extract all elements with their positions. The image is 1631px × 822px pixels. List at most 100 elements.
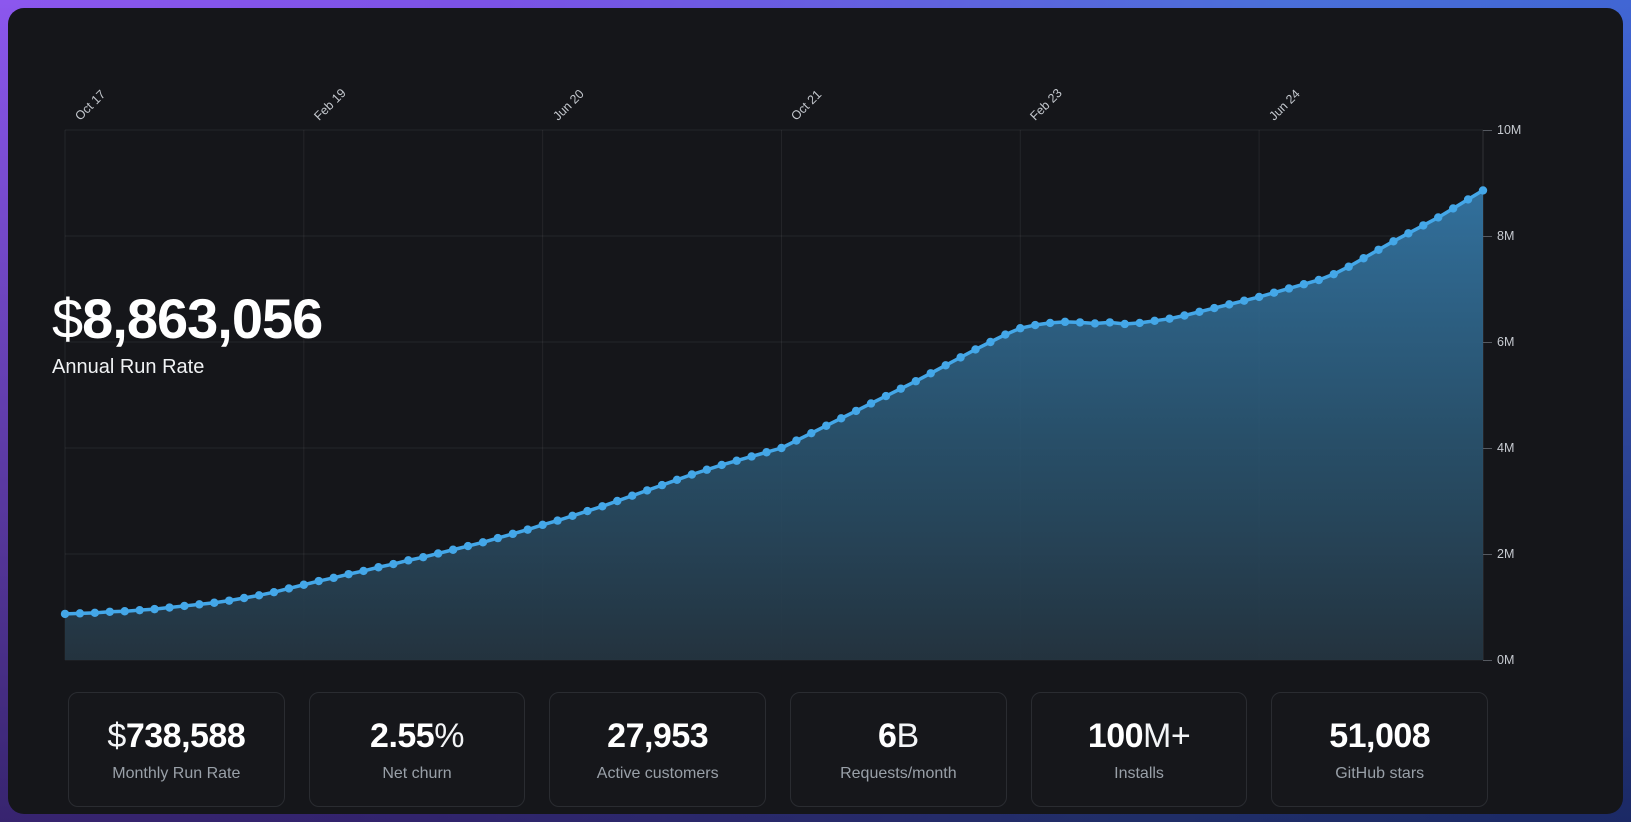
data-point-marker[interactable] [60,609,70,619]
data-point-marker[interactable] [1314,275,1324,285]
data-point-marker[interactable] [269,587,279,597]
data-point-marker[interactable] [1031,320,1040,330]
data-point-marker[interactable] [1299,280,1309,289]
data-point-marker[interactable] [956,353,965,362]
data-point-marker[interactable] [687,470,697,479]
data-point-marker[interactable] [314,576,323,586]
data-point-marker[interactable] [836,414,846,423]
data-point-marker[interactable] [523,525,532,534]
data-point-marker[interactable] [717,460,726,470]
data-point-marker[interactable] [254,591,264,600]
data-point-marker[interactable] [851,406,861,416]
data-point-marker[interactable] [1105,318,1115,327]
data-point-marker[interactable] [1374,245,1383,254]
data-point-marker[interactable] [941,361,950,370]
data-point-marker[interactable] [1165,314,1174,323]
data-point-marker[interactable] [732,456,741,465]
data-point-marker[interactable] [1001,330,1010,339]
data-point-marker[interactable] [598,502,607,511]
data-point-marker[interactable] [165,603,174,612]
data-point-marker[interactable] [135,605,144,615]
data-point-marker[interactable] [224,596,234,605]
data-point-marker[interactable] [1239,296,1249,305]
data-point-marker[interactable] [553,516,562,525]
data-point-marker[interactable] [1389,237,1398,246]
data-point-marker[interactable] [1463,195,1473,204]
data-point-marker[interactable] [448,545,458,554]
data-point-marker[interactable] [747,452,756,461]
data-point-marker[interactable] [105,607,114,616]
data-point-marker[interactable] [1284,284,1294,293]
data-point-marker[interactable] [866,399,876,408]
data-point-marker[interactable] [508,529,517,539]
data-point-marker[interactable] [881,391,891,401]
data-point-marker[interactable] [911,377,920,386]
data-point-marker[interactable] [1434,213,1443,222]
data-point-marker[interactable] [493,533,503,543]
data-point-marker[interactable] [1329,269,1338,279]
data-point-marker[interactable] [1478,186,1488,195]
data-point-marker[interactable] [463,541,473,551]
data-point-marker[interactable] [284,584,294,593]
data-point-marker[interactable] [210,598,219,607]
data-point-marker[interactable] [75,609,85,618]
data-point-marker[interactable] [762,448,771,457]
data-point-marker[interactable] [1016,324,1025,333]
data-point-marker[interactable] [896,384,906,393]
data-point-marker[interactable] [433,549,443,558]
data-point-marker[interactable] [419,552,428,562]
data-point-marker[interactable] [1404,229,1413,238]
data-point-marker[interactable] [404,556,413,565]
data-point-marker[interactable] [926,369,935,378]
data-point-marker[interactable] [150,604,159,614]
data-point-marker[interactable] [389,559,398,569]
data-point-marker[interactable] [1195,307,1204,316]
data-point-marker[interactable] [299,580,309,589]
data-point-marker[interactable] [583,506,592,516]
data-point-marker[interactable] [807,428,816,438]
data-point-marker[interactable] [1210,303,1219,313]
data-point-marker[interactable] [239,593,249,603]
data-point-marker[interactable] [613,496,622,506]
data-point-marker[interactable] [672,475,682,484]
data-point-marker[interactable] [120,607,129,616]
data-point-marker[interactable] [642,486,652,495]
data-point-marker[interactable] [1180,311,1189,320]
data-point-marker[interactable] [1120,319,1129,329]
data-point-marker[interactable] [1135,318,1144,328]
data-point-marker[interactable] [777,443,786,453]
data-point-marker[interactable] [568,511,577,521]
data-point-marker[interactable] [1150,316,1159,325]
data-point-marker[interactable] [822,421,831,430]
data-point-marker[interactable] [1344,262,1353,271]
data-point-marker[interactable] [359,566,368,576]
data-point-marker[interactable] [90,608,100,618]
data-point-marker[interactable] [1269,288,1279,297]
data-point-marker[interactable] [1254,292,1264,302]
data-point-marker[interactable] [329,573,338,583]
data-point-marker[interactable] [792,436,801,445]
data-point-marker[interactable] [628,491,637,500]
stat-card-github-stars: 51,008 GitHub stars [1271,692,1489,807]
data-point-marker[interactable] [971,345,980,354]
data-point-marker[interactable] [478,538,488,547]
data-point-marker[interactable] [374,563,383,572]
data-point-marker[interactable] [195,600,204,609]
stat-value: 100M+ [1088,717,1191,756]
data-point-marker[interactable] [1359,254,1368,263]
data-point-marker[interactable] [1225,300,1234,309]
data-point-marker[interactable] [986,337,995,347]
data-point-marker[interactable] [1448,204,1458,213]
data-point-marker[interactable] [1045,318,1055,328]
arr-growth-chart[interactable] [60,129,1488,661]
data-point-marker[interactable] [538,520,547,530]
data-point-marker[interactable] [702,465,712,474]
data-point-marker[interactable] [180,601,189,611]
data-point-marker[interactable] [1075,318,1085,327]
data-point-marker[interactable] [657,480,667,490]
data-point-marker[interactable] [344,569,353,579]
data-point-marker[interactable] [1060,317,1070,327]
stat-number: 27,953 [607,716,709,755]
data-point-marker[interactable] [1090,319,1100,328]
data-point-marker[interactable] [1419,221,1428,230]
